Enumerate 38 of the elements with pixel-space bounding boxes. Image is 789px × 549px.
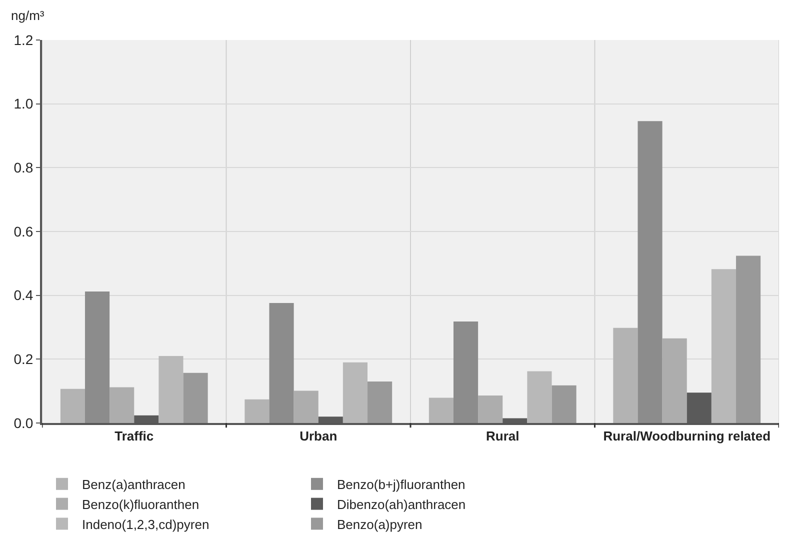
legend-label: Benzo(a)pyren — [337, 516, 422, 532]
bar — [183, 372, 208, 423]
y-tick-label: 0.8 — [14, 160, 34, 176]
bar — [60, 388, 85, 423]
bar — [110, 387, 134, 423]
x-tick-label: Urban — [300, 428, 338, 444]
bar — [453, 322, 478, 423]
y-tick-label: 0.0 — [14, 414, 34, 431]
y-axis-title: ng/m³ — [11, 8, 45, 23]
bar — [294, 390, 318, 423]
legend-label: Benzo(b+j)fluoranthen — [337, 476, 466, 492]
y-tick-label: 0.4 — [14, 287, 34, 304]
bar — [368, 382, 392, 423]
bar — [527, 371, 552, 423]
y-tick-label: 1.0 — [14, 96, 34, 112]
y-tick-label: 1.2 — [14, 32, 34, 48]
bar — [244, 399, 270, 423]
legend-label: Indeno(1,2,3,cd)pyren — [82, 516, 210, 532]
legend-label: Dibenzo(ah)anthracen — [337, 496, 466, 512]
legend-label: Benz(a)anthracen — [82, 476, 186, 492]
bar — [711, 269, 736, 423]
bar — [736, 256, 761, 423]
bar — [552, 385, 576, 423]
bar — [662, 338, 687, 423]
bar — [428, 398, 454, 423]
bar — [158, 356, 184, 423]
bar — [84, 292, 110, 423]
x-tick-label: Rural — [486, 428, 520, 444]
x-tick-label: Rural/Woodburning related — [603, 428, 771, 444]
bar — [269, 302, 294, 423]
bar — [613, 328, 638, 423]
bar — [478, 396, 503, 423]
y-tick-label: 0.6 — [14, 223, 34, 240]
legend-label: Benzo(k)fluoranthen — [82, 496, 200, 512]
bar — [342, 362, 368, 423]
y-tick-label: 0.2 — [14, 351, 34, 368]
x-tick-label: Traffic — [114, 428, 154, 444]
bar — [638, 121, 662, 423]
